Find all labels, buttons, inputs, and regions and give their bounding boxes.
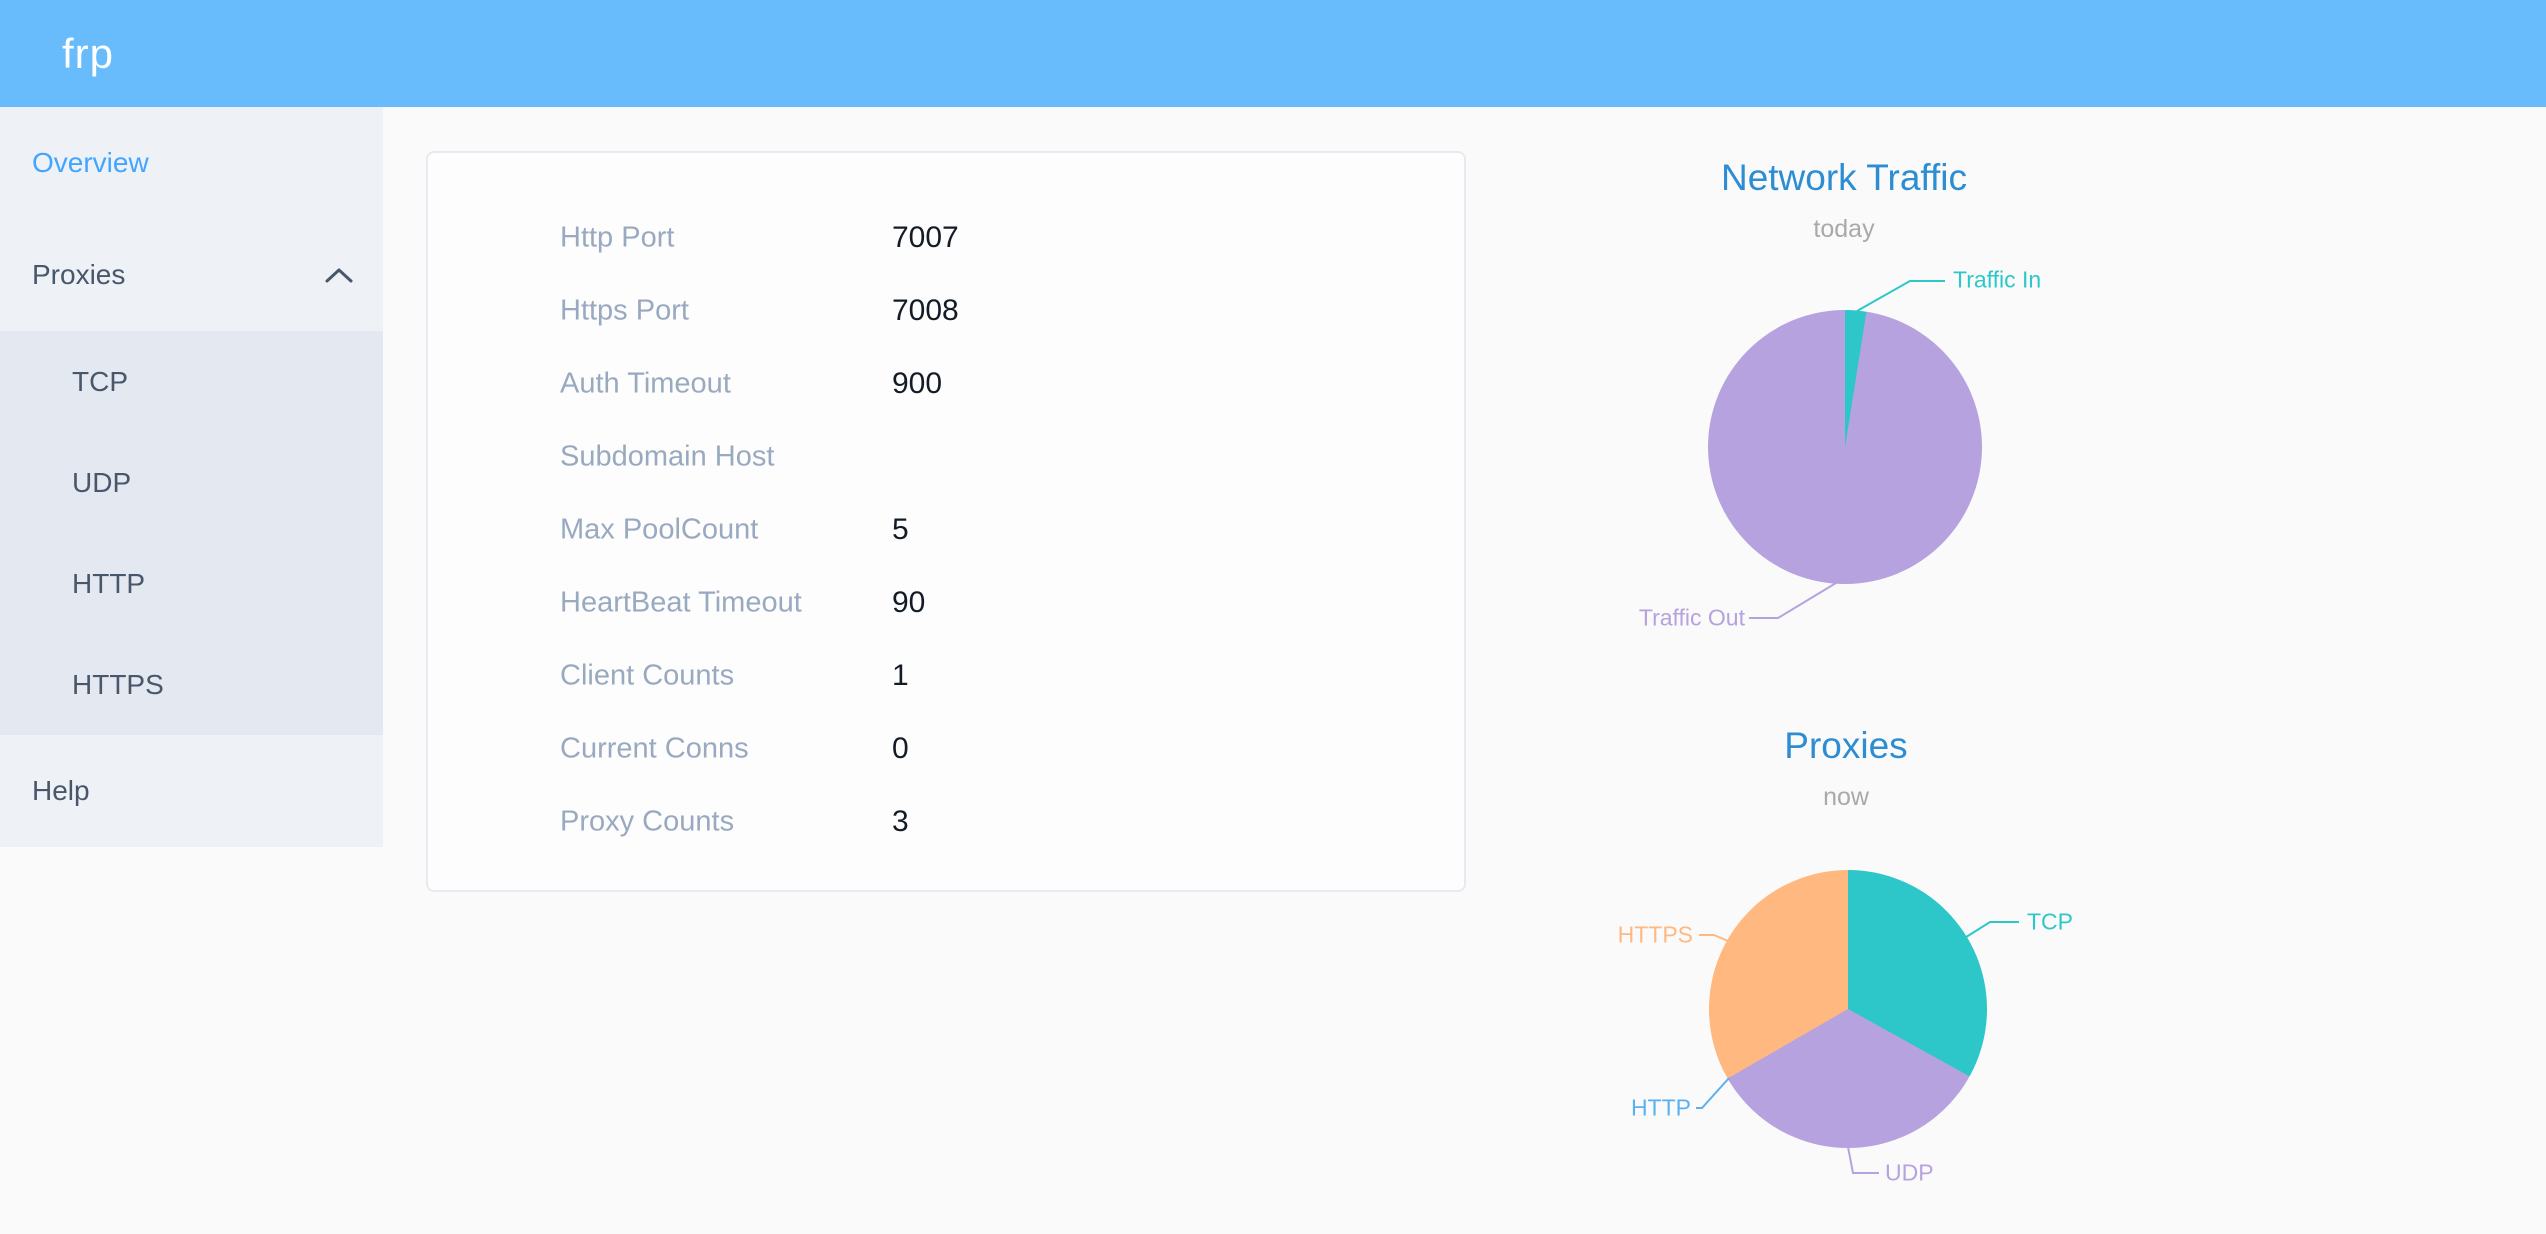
pie-label-traffic-in: Traffic In [1953,266,2042,293]
proxies-chart-title: Proxies [1784,725,1908,766]
row-label: Http Port [560,221,675,253]
row-value: 7008 [892,293,959,327]
row-value: 7007 [892,220,959,254]
app-logo: frp [62,29,115,77]
info-row-auth-timeout: Auth Timeout 900 [428,347,1464,420]
sidebar-item-tcp[interactable]: TCP [0,331,383,432]
row-label: Auth Timeout [560,367,731,399]
sidebar-item-https[interactable]: HTTPS [0,634,383,735]
pie-label-traffic-out: Traffic Out [1638,604,1745,631]
sidebar-item-proxies[interactable]: Proxies [0,219,383,331]
info-row-http-port: Http Port 7007 [428,201,1464,274]
sidebar-item-https-label: HTTPS [72,668,164,700]
pie-label-udp: UDP [1885,1159,1934,1186]
row-label: Current Conns [560,732,749,764]
row-value: 3 [892,804,909,838]
info-row-subdomain-host: Subdomain Host [428,420,1464,493]
info-row-proxy-counts: Proxy Counts 3 [428,785,1464,858]
row-label: Client Counts [560,659,735,691]
sidebar-item-help[interactable]: Help [0,735,383,847]
row-label: Https Port [560,294,689,326]
row-value: 900 [892,366,943,400]
network-traffic-chart-title: Network Traffic [1720,157,1968,198]
sidebar-item-http[interactable]: HTTP [0,533,383,634]
proxies-pie[interactable] [1709,870,1987,1148]
sidebar-item-overview-label: Overview [32,147,149,178]
server-info-card: Http Port 7007 Https Port 7008 Auth Time… [426,151,1466,892]
row-value: 90 [892,585,926,619]
app-header: frp [0,0,2546,107]
row-label: Subdomain Host [560,440,775,472]
sidebar-item-http-label: HTTP [72,567,146,599]
sidebar-item-proxies-label: Proxies [32,259,126,290]
info-row-https-port: Https Port 7008 [428,274,1464,347]
network-traffic-pie[interactable] [1708,310,1982,584]
info-row-heartbeat-timeout: HeartBeat Timeout 90 [428,566,1464,639]
main-content: Http Port 7007 Https Port 7008 Auth Time… [383,107,2546,1234]
chevron-up-icon [325,267,353,283]
sidebar: Overview Proxies TCP UDP HTTP HTTPS [0,107,383,847]
info-row-max-poolcount: Max PoolCount 5 [428,493,1464,566]
pie-label-https: HTTPS [1617,921,1693,948]
network-traffic-chart-subtitle: today [1813,215,1875,243]
proxies-chart-subtitle: now [1823,783,1869,811]
info-row-client-counts: Client Counts 1 [428,639,1464,712]
row-value: 5 [892,512,909,546]
row-label: Proxy Counts [560,805,735,837]
row-label: HeartBeat Timeout [560,586,802,618]
row-value: 1 [892,658,909,692]
pie-label-tcp: TCP [2027,908,2073,935]
info-row-current-conns: Current Conns 0 [428,712,1464,785]
row-label: Max PoolCount [560,513,759,545]
sidebar-item-help-label: Help [32,775,90,806]
sidebar-item-udp-label: UDP [72,466,132,498]
pie-label-http: HTTP [1630,1094,1691,1121]
row-value: 0 [892,731,909,765]
sidebar-item-tcp-label: TCP [72,365,128,397]
sidebar-item-udp[interactable]: UDP [0,432,383,533]
sidebar-submenu-proxies: TCP UDP HTTP HTTPS [0,331,383,735]
sidebar-item-overview[interactable]: Overview [0,107,383,219]
